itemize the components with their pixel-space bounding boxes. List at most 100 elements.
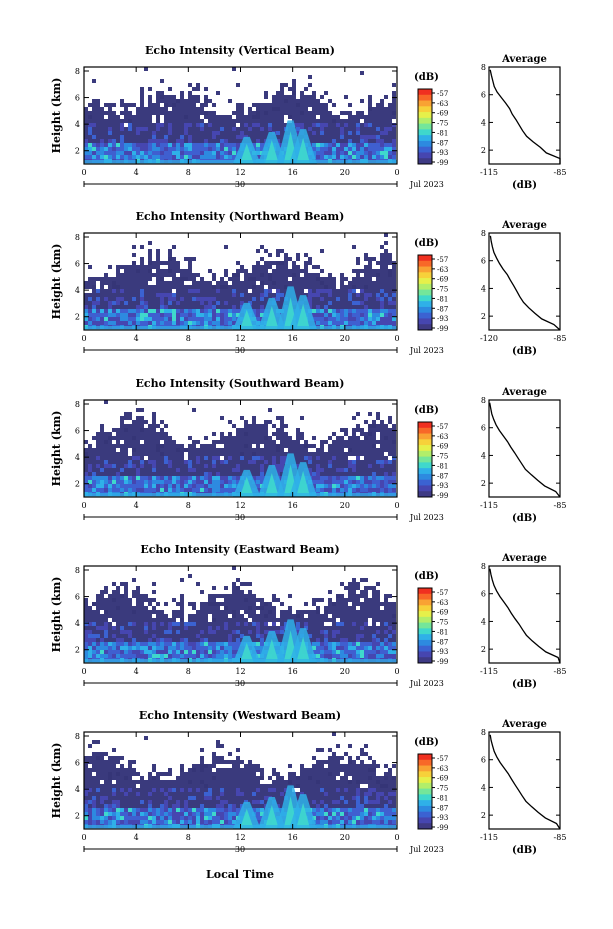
panel-title: Echo Intensity (Northward Beam): [136, 210, 345, 223]
avg-x-tick-label: -85: [554, 501, 567, 510]
convective-plume-core: [296, 137, 311, 164]
avg-x-label: (dB): [512, 180, 537, 191]
x-tick-label: 12: [235, 168, 245, 177]
avg-x-tick-label: -85: [554, 833, 567, 842]
colorbar-tick-label: -81: [437, 295, 448, 303]
colorbar-tick-label: -81: [437, 794, 448, 802]
colorbar-tick-label: -93: [437, 814, 448, 822]
y-tick-label: 8: [75, 732, 80, 741]
average-profile-line: [489, 568, 561, 664]
panel-3: Echo Intensity (Southward Beam) 2 4 6 8 Heigh…: [50, 377, 566, 524]
colorbar-tick-label: -69: [437, 609, 448, 617]
convective-plume-core: [239, 642, 254, 663]
colorbar-swatch: [418, 805, 432, 813]
average-profile-line: [489, 69, 561, 164]
colorbar-unit: (dB): [414, 571, 439, 582]
y-tick-label: 2: [75, 480, 80, 489]
colorbar-unit: (dB): [414, 737, 439, 748]
x-tick-label: 0: [394, 334, 399, 343]
avg-y-tick-label: 4: [481, 783, 486, 792]
avg-y-tick-label: 2: [481, 811, 486, 820]
colorbar-swatch: [418, 117, 432, 125]
colorbar-swatch: [418, 599, 432, 606]
colorbar-swatch: [418, 788, 432, 795]
colorbar-swatch: [418, 456, 432, 463]
colorbar-swatch: [418, 473, 432, 481]
colorbar-swatch: [418, 146, 432, 153]
colorbar-swatch: [418, 645, 432, 652]
colorbar-swatch: [418, 89, 432, 96]
colorbar-swatch: [418, 301, 432, 308]
x-tick-label: 20: [340, 168, 350, 177]
colorbar-tick-label: -93: [437, 315, 448, 323]
colorbar-swatch: [418, 445, 432, 452]
colorbar-tick-label: -93: [437, 482, 448, 490]
avg-y-tick-label: 4: [481, 284, 486, 293]
month-year-label: Jul 2023: [409, 346, 444, 355]
average-frame: [488, 399, 561, 498]
colorbar-swatch: [418, 422, 432, 429]
panel-4: Echo Intensity (Eastward Beam) 2 4 6 8 Height…: [50, 543, 566, 690]
avg-x-tick-label: -115: [480, 833, 498, 842]
y-tick-label: 6: [75, 593, 80, 602]
colorbar-unit: (dB): [414, 238, 439, 249]
average-title: Average: [501, 54, 547, 65]
y-tick-label: 6: [75, 427, 80, 436]
y-axis-label: Height (km): [50, 411, 63, 487]
colorbar-tick-label: -75: [437, 785, 448, 793]
avg-y-tick-label: 4: [481, 617, 486, 626]
convective-plume-core: [264, 804, 279, 829]
y-tick-label: 8: [75, 400, 80, 409]
panel-title: Echo Intensity (Westward Beam): [139, 709, 341, 722]
month-year-label: Jul 2023: [409, 679, 444, 688]
avg-y-tick-label: 6: [481, 756, 486, 765]
average-frame: [488, 565, 561, 664]
colorbar-swatch: [418, 306, 432, 314]
colorbar-swatch: [418, 628, 432, 635]
colorbar-swatch: [418, 295, 432, 302]
month-year-label: Jul 2023: [409, 513, 444, 522]
colorbar-unit: (dB): [414, 72, 439, 83]
x-tick-label: 0: [81, 168, 86, 177]
colorbar-tick-label: -75: [437, 453, 448, 461]
x-tick-label: 20: [340, 667, 350, 676]
colorbar-tick-label: -87: [437, 804, 448, 812]
colorbar-tick-label: -87: [437, 472, 448, 480]
colorbar-tick-label: -63: [437, 765, 448, 773]
colorbar-tick-label: -69: [437, 276, 448, 284]
panel-title: Echo Intensity (Vertical Beam): [145, 44, 335, 57]
avg-x-label: (dB): [512, 679, 537, 690]
x-tick-label: 4: [134, 667, 139, 676]
y-tick-label: 2: [75, 812, 80, 821]
colorbar-tick-label: -99: [437, 492, 448, 500]
colorbar-tick-label: -87: [437, 139, 448, 147]
colorbar-frame: [417, 753, 433, 830]
colorbar-tick-label: -99: [437, 325, 448, 333]
average-profile-line: [489, 235, 561, 331]
avg-y-tick-label: 2: [481, 645, 486, 654]
y-tick-label: 2: [75, 313, 80, 322]
colorbar-swatch: [418, 324, 432, 331]
colorbar-frame: [417, 88, 433, 165]
convective-plume-core: [296, 470, 311, 497]
colorbar-swatch: [418, 782, 432, 790]
convective-plume-core: [296, 802, 311, 829]
avg-y-tick-label: 4: [481, 451, 486, 460]
convective-plume-core: [296, 636, 311, 663]
avg-y-tick-label: 6: [481, 424, 486, 433]
y-tick-label: 2: [75, 147, 80, 156]
colorbar-swatch: [418, 129, 432, 136]
avg-y-tick-label: 2: [481, 312, 486, 321]
colorbar-frame: [417, 421, 433, 498]
colorbar-swatch: [418, 794, 432, 801]
panel-title: Echo Intensity (Southward Beam): [136, 377, 345, 390]
colorbar-tick-label: -93: [437, 149, 448, 157]
colorbar-swatch: [418, 823, 432, 830]
colorbar-swatch: [418, 289, 432, 296]
panel-2: Echo Intensity (Northward Beam) 2 4 6 8 Heigh…: [50, 210, 566, 357]
colorbar-swatch: [418, 433, 432, 440]
colorbar-swatch: [418, 765, 432, 772]
convective-plume-core: [239, 476, 254, 497]
colorbar-swatch: [418, 777, 432, 784]
y-tick-label: 8: [75, 233, 80, 242]
